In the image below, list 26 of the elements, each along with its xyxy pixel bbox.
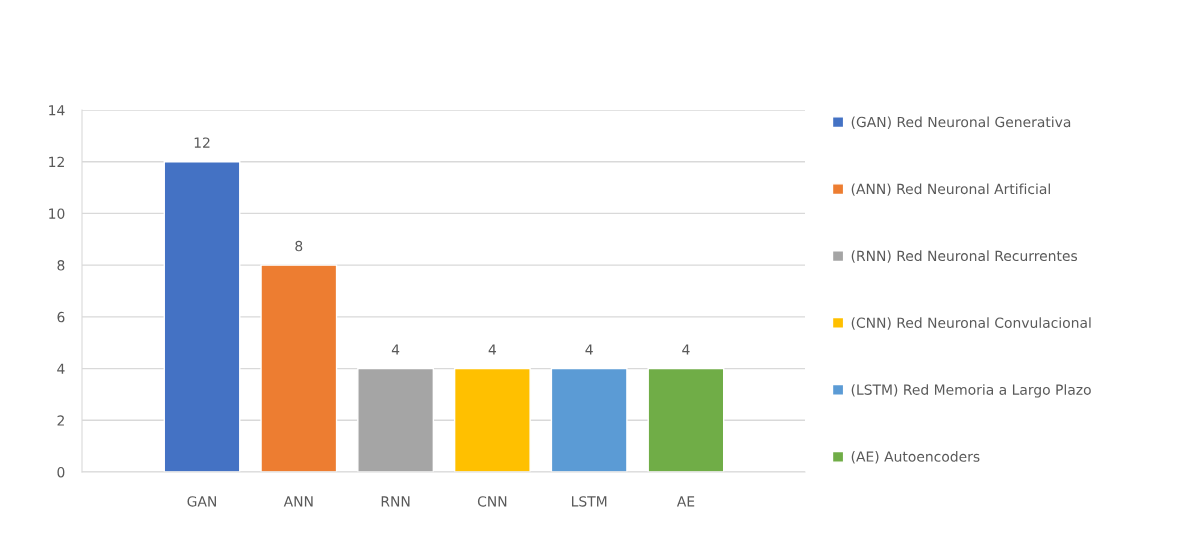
data-label: 4 (585, 344, 593, 355)
legend-label: (LSTM) Red Memoria a Largo Plazo (851, 384, 1091, 398)
y-tick-label: 0 (57, 466, 65, 478)
legend-label: (ANN) Red Neuronal Artificial (851, 183, 1050, 196)
x-tick-label: GAN (187, 496, 216, 507)
x-tick-label: AE (676, 496, 695, 507)
data-label: 4 (682, 344, 690, 355)
data-label: 8 (295, 240, 303, 252)
y-tick-label: 2 (57, 415, 64, 426)
x-tick-label: LSTM (572, 496, 607, 507)
x-tick-label: RNN (381, 496, 410, 507)
y-tick-label: 6 (57, 311, 65, 323)
data-label: 4 (391, 344, 400, 355)
y-tick-label: 12 (49, 156, 64, 167)
x-tick-label: ANN (283, 496, 313, 507)
legend-label: (RNN) Red Neuronal Recurrentes (851, 250, 1078, 263)
legend-label: (GAN) Red Neuronal Generativa (851, 116, 1071, 129)
data-label: 4 (488, 344, 497, 355)
x-tick-label: CNN (477, 496, 507, 507)
legend-label: (AE) Autoencoders (851, 451, 980, 464)
y-tick-label: 8 (57, 260, 65, 271)
data-label: 12 (194, 137, 210, 148)
legend-label: (CNN) Red Neuronal Convulacional (851, 317, 1091, 330)
y-tick-label: 10 (49, 208, 65, 219)
y-tick-label: 4 (57, 363, 65, 374)
y-tick-label: 14 (49, 105, 65, 116)
